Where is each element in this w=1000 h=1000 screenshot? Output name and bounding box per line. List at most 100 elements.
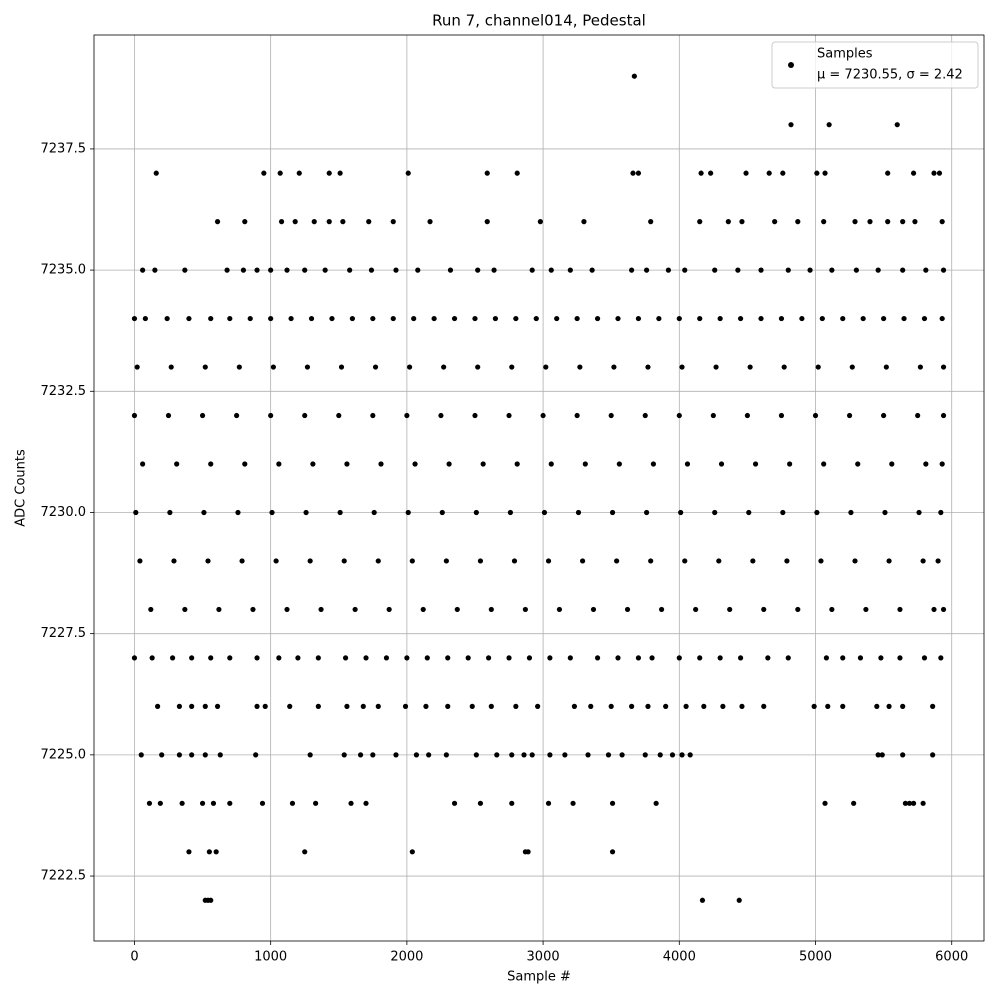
data-point [336,412,342,419]
data-point [921,315,928,322]
data-point [818,558,824,564]
data-point [852,558,858,564]
data-point [747,364,753,370]
data-point [548,461,554,467]
data-point [624,606,631,613]
data-point [390,315,396,322]
data-point [737,655,744,661]
data-point [935,558,941,564]
data-point [179,800,185,806]
data-point [278,219,285,225]
data-point [370,752,376,758]
data-point [199,412,206,419]
data-point [349,315,355,322]
data-point [554,315,560,322]
data-point [214,219,221,225]
data-point [812,412,819,419]
data-point [420,606,426,613]
data-point [894,122,900,128]
data-point [447,267,454,273]
data-point [344,461,350,467]
data-point [682,267,688,273]
data-point [537,219,543,225]
data-point [426,752,432,758]
data-point [616,461,622,467]
x-tick-label: 3000 [527,950,560,965]
data-point [439,509,445,516]
data-point [708,170,714,176]
data-point [938,509,944,516]
data-point [829,606,835,613]
data-point [514,461,520,467]
y-tick-label: 7225.0 [41,747,87,762]
data-point [608,412,614,419]
data-point [650,461,657,467]
y-tick-label: 7222.5 [41,869,87,884]
data-point [344,703,350,709]
data-point [509,752,515,758]
data-point [717,655,723,661]
data-point [406,364,413,370]
data-point [164,315,170,322]
data-point [712,509,718,516]
data-point [276,655,282,661]
data-point [234,412,240,419]
data-point [921,655,928,661]
data-point [174,461,180,467]
data-point [533,315,539,322]
data-point [413,752,420,758]
data-point [785,655,791,661]
data-point [642,752,648,758]
data-point [469,703,475,709]
data-point [784,558,790,564]
data-point [857,655,864,661]
data-point [579,558,586,564]
data-point [337,170,343,176]
data-point [725,219,731,225]
data-point [940,364,947,370]
data-point [310,461,316,467]
data-point [347,267,353,273]
data-point [427,219,433,225]
data-point [216,606,222,613]
y-tick-label: 7235.0 [41,263,87,278]
data-point [412,461,418,467]
data-point [761,703,767,709]
data-point [630,170,636,176]
data-point [746,509,752,516]
data-point [821,219,827,225]
data-point [526,655,533,661]
plot-frame [93,34,985,942]
data-point [176,703,183,709]
data-point [227,800,233,806]
data-point [574,412,580,419]
data-point [855,461,861,467]
data-point [605,752,612,758]
data-point [778,412,785,419]
data-point [480,461,486,467]
data-point [594,655,601,661]
data-point [687,752,693,758]
x-axis-label: Sample # [507,970,571,985]
data-point [878,655,884,661]
data-point [619,752,625,758]
data-point [739,703,745,709]
data-point [511,558,518,564]
data-point [682,558,688,564]
data-point [307,752,313,758]
data-point [766,170,772,176]
data-point [609,509,616,516]
data-point [214,703,221,709]
data-point [393,267,399,273]
data-point [186,849,192,855]
data-point [822,170,828,176]
data-point [826,122,832,128]
data-point [609,849,616,855]
x-tick-label: 4000 [663,950,696,965]
data-point [477,800,484,806]
data-point [507,509,513,516]
data-point [939,461,945,467]
y-tick-label: 7232.5 [41,384,87,399]
data-point [451,315,458,322]
data-point [875,267,881,273]
